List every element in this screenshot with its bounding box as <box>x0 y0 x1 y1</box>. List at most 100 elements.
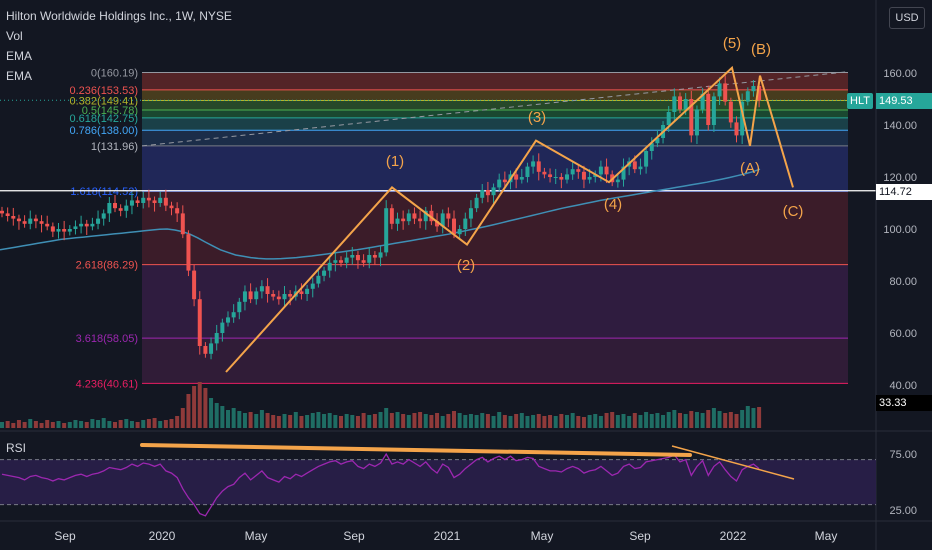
candle <box>418 218 423 222</box>
fib-zone-8 <box>142 264 848 339</box>
volume-bar <box>79 421 84 428</box>
currency-button[interactable]: USD <box>889 7 925 29</box>
volume-bar <box>22 422 27 428</box>
symbol-title[interactable]: Hilton Worldwide Holdings Inc., 1W, NYSE <box>6 9 232 23</box>
candle <box>553 177 558 178</box>
volume-bar <box>118 420 123 428</box>
volume-bar <box>559 414 564 428</box>
volume-bar <box>11 423 16 428</box>
volume-bar <box>90 419 95 428</box>
candle <box>180 213 185 235</box>
candle <box>107 203 112 214</box>
volume-bar <box>655 413 660 428</box>
time-axis-label: May <box>245 529 268 543</box>
candle <box>548 174 553 177</box>
volume-bar <box>627 416 632 428</box>
volume-bar <box>378 412 383 428</box>
fib-level-label: 0.618(142.75) <box>70 113 139 125</box>
time-axis-label: May <box>815 529 838 543</box>
volume-bar <box>107 421 112 428</box>
candle <box>79 223 84 227</box>
volume-bar <box>0 422 4 428</box>
volume-bar <box>310 413 315 428</box>
candle <box>423 210 428 222</box>
volume-bar <box>502 415 507 428</box>
wave-label: (5) <box>723 35 741 52</box>
volume-bar <box>282 414 287 428</box>
volume-bar <box>553 416 558 428</box>
candle <box>333 260 338 263</box>
volume-bar <box>242 413 247 428</box>
volume-bar <box>689 411 694 428</box>
candle <box>152 200 157 203</box>
candle <box>288 294 293 297</box>
candle <box>485 190 490 196</box>
candle <box>101 213 106 219</box>
time-axis-label: Sep <box>343 529 365 543</box>
volume-bar <box>581 417 586 428</box>
candle <box>310 283 315 289</box>
rsi-trendline <box>140 443 692 457</box>
volume-bar <box>457 413 462 428</box>
candle <box>406 213 411 222</box>
candle <box>565 174 569 180</box>
candle <box>644 151 649 167</box>
candle <box>615 179 620 183</box>
volume-indicator-label[interactable]: Vol <box>6 29 23 43</box>
volume-bar <box>694 412 699 428</box>
wave-label: (4) <box>604 196 622 213</box>
candle <box>598 166 603 175</box>
volume-bar <box>231 408 236 428</box>
candle <box>717 83 722 97</box>
candle <box>672 96 677 112</box>
ema-indicator-label-2[interactable]: EMA <box>6 69 33 83</box>
volume-bar <box>305 415 310 428</box>
volume-bar <box>33 421 38 428</box>
candle <box>226 317 230 323</box>
price-axis-tick: 160.00 <box>883 68 917 80</box>
volume-bar <box>418 412 423 428</box>
candle <box>581 171 586 180</box>
volume-bar <box>209 398 214 428</box>
volume-bar <box>226 410 230 428</box>
candle <box>118 208 123 211</box>
candle <box>491 187 496 196</box>
rsi-axis-tick: 75.00 <box>889 449 917 461</box>
fib-level-label: 0.236(153.53) <box>70 85 139 97</box>
volume-bar <box>124 419 129 428</box>
volume-bar <box>73 420 78 428</box>
volume-bar <box>67 422 72 428</box>
rsi-axis-tick: 25.00 <box>889 505 917 517</box>
volume-bar <box>717 411 722 428</box>
candle <box>463 218 468 229</box>
volume-bar <box>141 420 146 428</box>
candle <box>412 213 417 219</box>
fib-level-label: 3.618(58.05) <box>76 333 138 345</box>
candle <box>67 229 72 232</box>
volume-bar <box>259 410 264 428</box>
volume-bar <box>146 419 151 428</box>
volume-bar <box>536 414 541 428</box>
candle <box>519 177 524 180</box>
volume-bar <box>638 415 643 428</box>
time-axis-label: May <box>531 529 554 543</box>
volume-bar <box>84 422 89 428</box>
candle <box>446 213 451 219</box>
ema-indicator-label[interactable]: EMA <box>6 49 33 63</box>
candle <box>395 218 400 224</box>
volume-bar <box>570 413 575 428</box>
volume-bar <box>316 412 321 428</box>
candle <box>389 208 394 224</box>
candle <box>11 216 16 219</box>
volume-bar <box>293 412 298 428</box>
volume-bar <box>169 419 174 428</box>
candle <box>734 122 739 136</box>
volume-bar <box>491 416 496 428</box>
candle <box>542 171 547 175</box>
candle <box>169 205 174 209</box>
candle <box>214 333 219 344</box>
volume-bar <box>214 403 219 428</box>
volume-bar <box>384 408 389 428</box>
volume-bar <box>50 422 55 428</box>
